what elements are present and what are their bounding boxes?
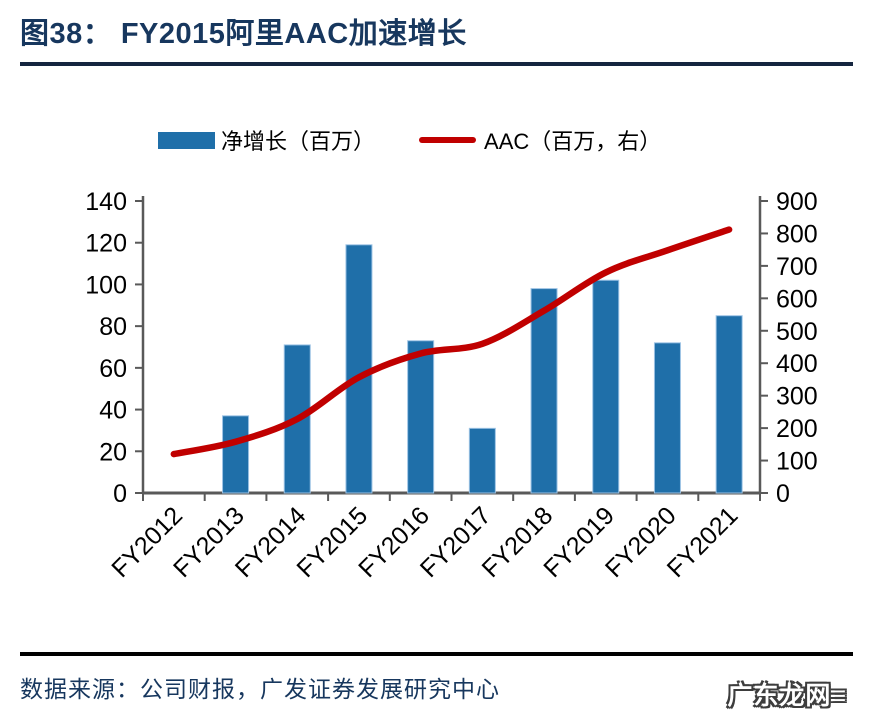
- right-axis-tick-label: 100: [776, 448, 818, 476]
- watermark: 广东龙网≡: [727, 682, 847, 710]
- left-axis-tick-label: 40: [99, 397, 127, 425]
- bar-series-swatch: [158, 131, 215, 149]
- bar: [592, 279, 620, 494]
- bar: [222, 415, 250, 494]
- left-axis-tick-label: 100: [85, 271, 127, 299]
- legend-label-net-adds: 净增长（百万）: [221, 129, 376, 154]
- data-source: 数据来源：公司财报，广发证券发展研究中心: [20, 676, 500, 702]
- legend-item-net-adds: 净增长（百万）: [158, 124, 375, 156]
- right-axis-tick-label: 0: [776, 480, 790, 508]
- aac-line: [170, 226, 733, 458]
- chart-canvas: 0 20 40 60 80 100 120 140 0 100 200 300 400 500 600 700…: [85, 188, 818, 583]
- figure-title: 图38： FY2015阿里AAC加速增长: [20, 18, 467, 50]
- right-axis-tick-label: 400: [776, 350, 818, 378]
- right-axis-tick-label: 500: [776, 318, 818, 346]
- right-axis-tick-label: 300: [776, 383, 818, 411]
- left-axis-tick-label: 120: [85, 230, 127, 258]
- legend-item-aac: AAC（百万，右）: [419, 124, 661, 156]
- bar: [407, 340, 435, 494]
- left-axis-tick-label: 20: [99, 438, 127, 466]
- right-axis-tick-label: 200: [776, 415, 818, 443]
- right-axis-tick-label: 600: [776, 285, 818, 313]
- figure-header: 图38： FY2015阿里AAC加速增长: [20, 10, 853, 66]
- legend-label-aac: AAC（百万，右）: [484, 129, 662, 154]
- left-axis-tick-label: 60: [99, 355, 127, 383]
- left-axis-tick-label: 80: [99, 313, 127, 341]
- bar: [530, 288, 558, 494]
- bar: [468, 427, 496, 494]
- left-axis-tick-label: 0: [113, 480, 127, 508]
- chart-legend: 净增长（百万） AAC（百万，右）: [158, 124, 661, 156]
- bar: [653, 342, 681, 494]
- figure-footer: 数据来源：公司财报，广发证券发展研究中心 广东龙网≡: [20, 652, 853, 712]
- right-axis-tick-label: 800: [776, 220, 818, 248]
- bar: [715, 315, 743, 494]
- left-axis-tick-label: 140: [85, 188, 127, 216]
- right-axis-tick-label: 700: [776, 253, 818, 281]
- right-axis-tick-label: 900: [776, 188, 818, 216]
- line-series-swatch: [419, 137, 477, 143]
- bar: [345, 244, 373, 494]
- combo-chart: 0 20 40 60 80 100 120 140 0 100 200 300 400 500 600 700…: [0, 180, 873, 650]
